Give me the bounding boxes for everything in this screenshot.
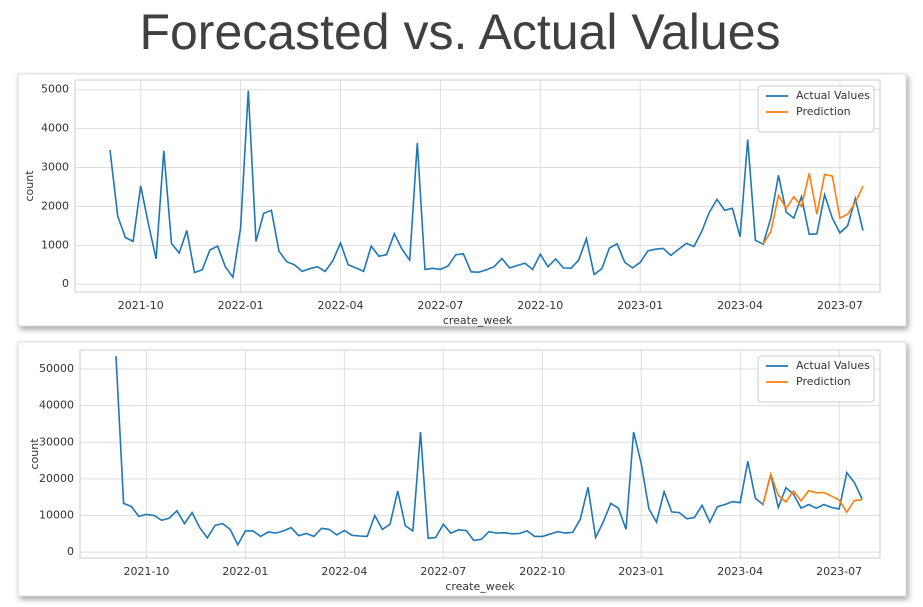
y-tick-label: 0 xyxy=(67,545,74,558)
y-tick-label: 0 xyxy=(62,277,69,290)
x-tick-label: 2021-10 xyxy=(118,299,164,312)
legend-label: Actual Values xyxy=(796,359,870,372)
chart: 0 1000 2000 3000 4000 5000 2021-10 2022-01 2022-… xyxy=(23,79,881,327)
chart: 0 10000 20000 30000 40000 50000 2021-10 2022-01… xyxy=(28,349,881,593)
page-title: Forecasted vs. Actual Values xyxy=(139,4,780,60)
y-tick-label: 2000 xyxy=(41,199,69,212)
data-line xyxy=(762,173,864,245)
x-tick-label: 2022-10 xyxy=(517,299,563,312)
y-tick-label: 10000 xyxy=(39,509,74,522)
y-tick-label: 50000 xyxy=(39,362,74,375)
x-tick-label: 2022-01 xyxy=(222,565,268,578)
y-axis-label: count xyxy=(23,170,36,202)
data-line xyxy=(762,471,863,514)
legend-box xyxy=(757,85,875,133)
plot-frame xyxy=(74,79,881,293)
x-tick-label: 2023-07 xyxy=(816,565,862,578)
x-tick-label: 2023-04 xyxy=(717,565,763,578)
x-tick-label: 2023-07 xyxy=(817,299,863,312)
legend-box xyxy=(757,355,875,403)
x-tick-label: 2022-07 xyxy=(417,299,463,312)
x-tick-label: 2022-01 xyxy=(218,299,264,312)
x-tick-label: 2022-10 xyxy=(519,565,565,578)
data-line xyxy=(109,90,864,280)
y-tick-label: 20000 xyxy=(39,472,74,485)
y-axis-label: count xyxy=(28,438,41,470)
x-tick-label: 2023-01 xyxy=(618,565,664,578)
x-tick-label: 2022-04 xyxy=(321,565,367,578)
y-tick-label: 40000 xyxy=(39,399,74,412)
x-axis-label: create_week xyxy=(445,580,515,593)
legend-label: Prediction xyxy=(796,375,851,388)
legend-label: Actual Values xyxy=(796,89,870,102)
plot-frame xyxy=(79,349,881,559)
y-tick-label: 1000 xyxy=(41,238,69,251)
legend-label: Prediction xyxy=(796,105,851,118)
y-tick-label: 30000 xyxy=(39,435,74,448)
x-tick-label: 2022-04 xyxy=(318,299,364,312)
x-tick-label: 2023-04 xyxy=(717,299,763,312)
x-tick-label: 2022-07 xyxy=(420,565,466,578)
x-tick-label: 2021-10 xyxy=(123,565,169,578)
x-axis-label: create_week xyxy=(443,314,513,327)
y-tick-label: 3000 xyxy=(41,161,69,174)
data-line xyxy=(115,356,863,547)
y-tick-label: 5000 xyxy=(41,83,69,96)
y-tick-label: 4000 xyxy=(41,122,69,135)
x-tick-label: 2023-01 xyxy=(617,299,663,312)
